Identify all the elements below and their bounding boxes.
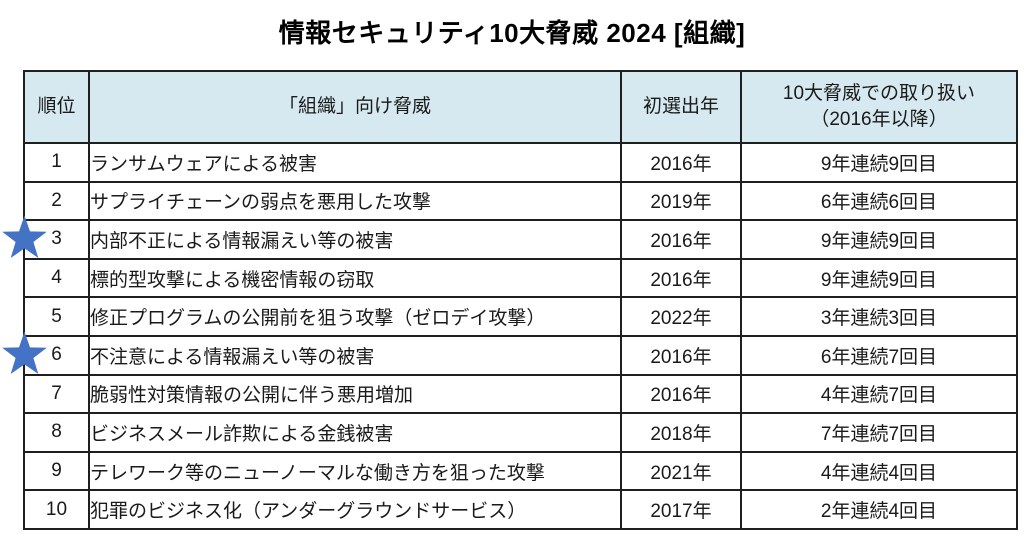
history-cell: 6年連続7回目 <box>740 334 1018 376</box>
threat-table-body: 1 ランサムウェアによる被害 2016年 9年連続9回目 2 サプライチェーンの弱点を悪用… <box>2 142 1018 530</box>
col-header-rank: 順位 <box>23 70 90 144</box>
first-year-cell: 2019年 <box>620 180 742 222</box>
table-row: 4 標的型攻撃による機密情報の窃取 2016年 9年連続9回目 <box>23 257 1018 299</box>
history-cell: 4年連続7回目 <box>740 373 1018 415</box>
history-cell: 4年連続4回目 <box>740 450 1018 492</box>
table-row: 5 修正プログラムの公開前を狙う攻撃（ゼロデイ攻撃） 2022年 3年連続3回目 <box>23 296 1018 337</box>
rank-cell: 9 <box>23 450 90 492</box>
threat-cell: ランサムウェアによる被害 <box>88 142 622 183</box>
rank-cell: 7 <box>23 373 90 415</box>
first-year-cell: 2017年 <box>620 489 742 530</box>
rank-cell: 3 <box>2 215 90 260</box>
table-row: 7 脆弱性対策情報の公開に伴う悪用増加 2016年 4年連続7回目 <box>23 373 1018 415</box>
threat-cell: サプライチェーンの弱点を悪用した攻撃 <box>88 180 622 222</box>
table-row: 9 テレワーク等のニューノーマルな働き方を狙った攻撃 2021年 4年連続4回目 <box>23 450 1018 492</box>
col-header-history: 10大脅威での取り扱い （2016年以降） <box>740 70 1018 144</box>
threat-cell: 脆弱性対策情報の公開に伴う悪用増加 <box>88 373 622 415</box>
rank-cell: 6 <box>2 331 90 376</box>
rank-value: 3 <box>51 228 62 250</box>
star-icon <box>0 331 49 379</box>
table-row: 8 ビジネスメール詐欺による金銭被害 2018年 7年連続7回目 <box>23 412 1018 453</box>
history-cell: 7年連続7回目 <box>740 412 1018 453</box>
threat-cell: 不注意による情報漏えい等の被害 <box>88 334 622 376</box>
first-year-cell: 2016年 <box>620 373 742 415</box>
rank-value: 5 <box>51 305 62 327</box>
rank-cell: 5 <box>23 296 90 337</box>
first-year-cell: 2022年 <box>620 296 742 337</box>
table-row: 6 不注意による情報漏えい等の被害 2016年 6年連続7回目 <box>2 331 1018 376</box>
table-row: 10 犯罪のビジネス化（アンダーグラウンドサービス） 2017年 2年連続4回目 <box>23 489 1018 530</box>
table-row: 2 サプライチェーンの弱点を悪用した攻撃 2019年 6年連続6回目 <box>23 180 1018 222</box>
col-header-threat: 「組織」向け脅威 <box>88 70 622 144</box>
rank-value: 6 <box>51 344 62 366</box>
rank-value: 4 <box>51 267 62 289</box>
rank-cell: 8 <box>23 412 90 453</box>
page-title: 情報セキュリティ10大脅威 2024 [組織] <box>278 18 746 48</box>
threat-cell: ビジネスメール詐欺による金銭被害 <box>88 412 622 453</box>
history-cell: 6年連続6回目 <box>740 180 1018 222</box>
first-year-cell: 2021年 <box>620 450 742 492</box>
first-year-cell: 2016年 <box>620 334 742 376</box>
first-year-cell: 2016年 <box>620 219 742 260</box>
threat-cell: 犯罪のビジネス化（アンダーグラウンドサービス） <box>88 489 622 530</box>
rank-value: 2 <box>51 189 62 211</box>
threat-cell: テレワーク等のニューノーマルな働き方を狙った攻撃 <box>88 450 622 492</box>
rank-cell: 2 <box>23 180 90 222</box>
header-row: 順位 「組織」向け脅威 初選出年 10大脅威での取り扱い （2016年以降） <box>23 70 1018 144</box>
rank-cell: 1 <box>23 142 90 183</box>
rank-value: 9 <box>51 460 62 482</box>
rank-cell: 10 <box>23 489 90 530</box>
col-header-first-year: 初選出年 <box>620 70 742 144</box>
history-cell: 2年連続4回目 <box>740 489 1018 530</box>
threat-table-header: 順位 「組織」向け脅威 初選出年 10大脅威での取り扱い （2016年以降） <box>23 70 1018 144</box>
first-year-cell: 2016年 <box>620 142 742 183</box>
rank-value: 1 <box>51 151 62 173</box>
rank-value: 10 <box>45 498 68 520</box>
history-cell: 9年連続9回目 <box>740 142 1018 183</box>
history-cell: 9年連続9回目 <box>740 257 1018 299</box>
history-cell: 9年連続9回目 <box>740 219 1018 260</box>
table-row: 1 ランサムウェアによる被害 2016年 9年連続9回目 <box>23 142 1018 183</box>
table-row: 3 内部不正による情報漏えい等の被害 2016年 9年連続9回目 <box>2 215 1018 260</box>
threat-cell: 標的型攻撃による機密情報の窃取 <box>88 257 622 299</box>
rank-value: 7 <box>51 382 62 404</box>
star-icon <box>0 215 49 263</box>
rank-value: 8 <box>51 421 62 443</box>
first-year-cell: 2016年 <box>620 257 742 299</box>
threat-cell: 内部不正による情報漏えい等の被害 <box>88 219 622 260</box>
threat-table: 順位 「組織」向け脅威 初選出年 10大脅威での取り扱い （2016年以降） 1… <box>2 70 1018 530</box>
first-year-cell: 2018年 <box>620 412 742 453</box>
threat-cell: 修正プログラムの公開前を狙う攻撃（ゼロデイ攻撃） <box>88 296 622 337</box>
rank-cell: 4 <box>23 257 90 299</box>
history-cell: 3年連続3回目 <box>740 296 1018 337</box>
